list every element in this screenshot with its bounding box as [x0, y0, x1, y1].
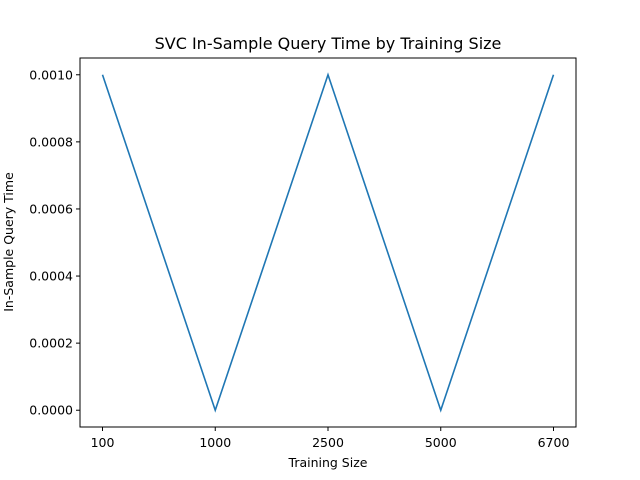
y-tick-label: 0.0000: [29, 403, 73, 418]
x-tick-label: 6700: [538, 435, 570, 450]
y-axis-label: In-Sample Query Time: [1, 172, 16, 312]
x-tick-label: 2500: [312, 435, 344, 450]
y-tick-label: 0.0008: [29, 134, 73, 149]
series-line: [101, 72, 555, 413]
y-tick-label: 0.0004: [29, 269, 73, 284]
plot-area: [101, 72, 555, 413]
y-tick-label: 0.0010: [29, 67, 73, 82]
x-axis: 100 1000 2500 5000 6700: [91, 427, 570, 450]
x-axis-label: Training Size: [288, 455, 368, 470]
y-tick-label: 0.0002: [29, 336, 73, 351]
chart-title: SVC In-Sample Query Time by Training Siz…: [155, 34, 502, 53]
x-tick-label: 5000: [425, 435, 457, 450]
axes-frame: [79, 57, 577, 428]
y-axis: 0.0000 0.0002 0.0004 0.0006 0.0008 0.0010: [29, 67, 80, 418]
x-tick-label: 1000: [199, 435, 231, 450]
x-tick-label: 100: [91, 435, 115, 450]
y-tick-label: 0.0006: [29, 201, 73, 216]
